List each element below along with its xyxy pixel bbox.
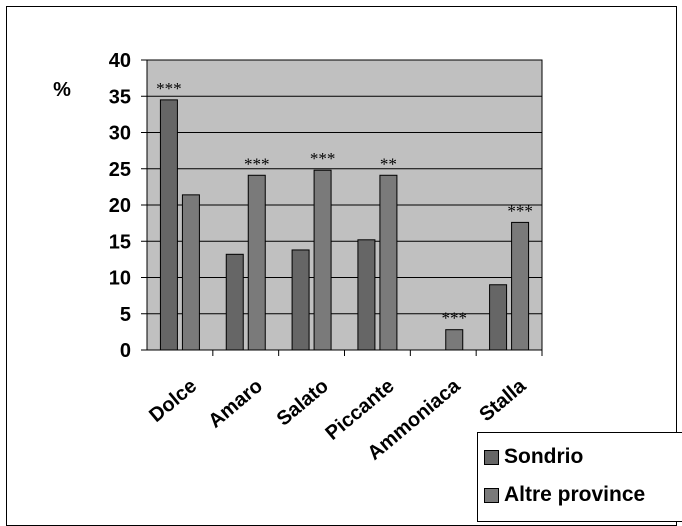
legend-swatch	[484, 449, 499, 465]
bar-dolce-altre-province	[181, 194, 200, 351]
y-axis-label: %	[53, 79, 71, 101]
bar-salato-sondrio	[291, 249, 310, 351]
bar-stalla-altre-province	[511, 221, 530, 351]
significance-label: ***	[310, 149, 336, 168]
bar-ammoniaca-altre-province	[445, 329, 464, 351]
bar-amaro-altre-province	[247, 174, 266, 351]
y-tick-label: 5	[120, 304, 131, 326]
y-tick-label: 0	[120, 340, 131, 362]
y-tick-label: 30	[109, 123, 131, 145]
bar-piccante-altre-province	[379, 174, 398, 351]
bar-amaro-sondrio	[225, 253, 244, 351]
legend-label: Sondrio	[504, 445, 584, 468]
legend-item: Altre province	[484, 483, 645, 507]
category-label: Amaro	[204, 375, 267, 433]
significance-label: ***	[244, 154, 270, 173]
bar-dolce-sondrio	[159, 99, 178, 351]
significance-label: ***	[156, 79, 182, 98]
y-tick-label: 35	[109, 86, 131, 108]
bar-piccante-sondrio	[357, 239, 376, 351]
legend-item: Sondrio	[484, 445, 583, 469]
y-tick-label: 15	[109, 231, 131, 253]
legend-label: Altre province	[504, 483, 646, 506]
y-tick-label: 10	[109, 268, 131, 290]
y-tick-label: 40	[109, 50, 131, 72]
significance-label: ***	[442, 309, 468, 328]
significance-label: ***	[507, 201, 533, 220]
category-label: Salato	[273, 375, 333, 430]
category-label: Dolce	[145, 375, 201, 427]
y-tick-label: 25	[109, 159, 131, 181]
significance-label: **	[380, 154, 397, 173]
chart-legend: Sondrio Altre province	[477, 432, 682, 522]
category-label: Stalla	[475, 374, 531, 426]
legend-swatch	[484, 487, 499, 503]
bar-stalla-sondrio	[489, 284, 508, 351]
bar-salato-altre-province	[313, 169, 332, 351]
y-tick-label: 20	[109, 195, 131, 217]
